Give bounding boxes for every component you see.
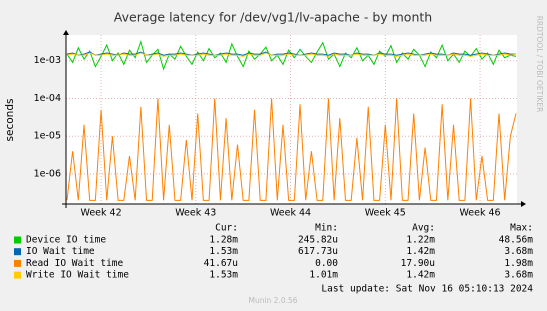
legend-value: 1.01m (309, 270, 338, 281)
grid (66, 35, 517, 204)
legend-value: 1.22m (406, 235, 435, 246)
side-text: RRDTOOL / TOBI OETIKER (535, 16, 544, 113)
legend-header: Max: (510, 223, 533, 234)
legend-value: 48.56m (499, 235, 534, 246)
legend-swatch (14, 236, 21, 244)
legend-value: 1.42m (406, 246, 435, 257)
legend-value: 1.53m (209, 270, 238, 281)
legend-value: 0.00 (315, 258, 338, 269)
y-tick-label: 1e-04 (34, 93, 61, 104)
legend-header: Cur: (215, 223, 238, 234)
legend-header: Min: (315, 223, 338, 234)
legend-swatch (14, 271, 21, 279)
legend-value: 1.28m (209, 235, 238, 246)
y-tick-label: 1e-03 (34, 55, 61, 66)
legend-label: IO Wait time (26, 246, 95, 257)
legend-label: Write IO Wait time (26, 270, 129, 281)
x-tick-label: Week 45 (365, 208, 406, 219)
y-arrow (63, 30, 69, 35)
legend-label: Read IO Wait time (26, 258, 124, 269)
legend-value: 245.82u (298, 235, 338, 246)
legend-value: 17.90u (401, 258, 435, 269)
lines (66, 39, 517, 201)
y-axis-label: seconds (4, 99, 16, 142)
last-update: Last update: Sat Nov 16 05:10:13 2024 (321, 284, 533, 295)
footer: Munin 2.0.56 (248, 296, 297, 305)
legend-label: Device IO time (26, 235, 106, 246)
legend-value: 1.98m (504, 258, 533, 269)
x-arrow (521, 201, 526, 207)
legend-value: 1.53m (209, 246, 238, 257)
legend-value: 617.73u (298, 246, 338, 257)
series-line (66, 52, 517, 57)
legend-value: 1.42m (406, 270, 435, 281)
legend-swatch (14, 248, 21, 256)
legend-value: 41.67u (204, 258, 238, 269)
legend-header: Avg: (412, 223, 435, 234)
legend-swatch (14, 259, 21, 267)
y-tick-label: 1e-05 (34, 131, 61, 142)
chart-title: Average latency for /dev/vg1/lv-apache -… (114, 10, 432, 25)
legend-value: 3.68m (504, 270, 533, 281)
x-tick-label: Week 42 (80, 208, 121, 219)
x-tick-label: Week 43 (175, 208, 216, 219)
series-line (66, 51, 517, 56)
x-tick-label: Week 46 (459, 208, 500, 219)
legend-value: 3.68m (504, 246, 533, 257)
x-tick-label: Week 44 (270, 208, 311, 219)
y-tick-label: 1e-06 (34, 168, 61, 179)
series-line (66, 98, 517, 201)
